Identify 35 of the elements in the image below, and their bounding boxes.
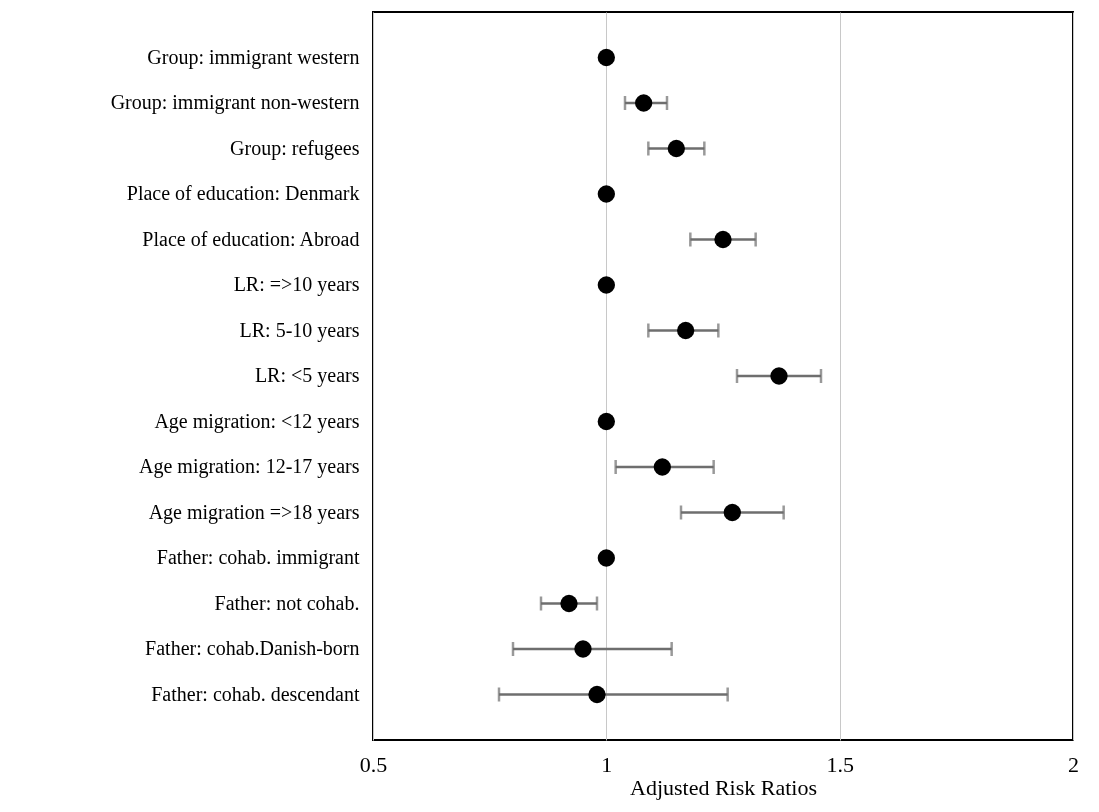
y-tick-label: Group: refugees [230, 136, 360, 160]
point [635, 94, 653, 112]
y-tick-label: Age migration: 12-17 years [139, 455, 360, 478]
point [597, 185, 615, 203]
y-tick-label: LR: <5 years [254, 364, 360, 387]
x-tick-label: 1.5 [826, 751, 854, 777]
y-tick-label: Age migration: <12 years [154, 409, 360, 433]
y-tick-label: Father: not cohab. [214, 591, 360, 614]
y-tick-label: Group: immigrant non-western [110, 91, 360, 114]
y-tick-label: Place of education: Denmark [126, 182, 360, 204]
y-tick-label: LR: 5-10 years [239, 318, 360, 342]
y-tick-label: Father: cohab. descendant [151, 682, 360, 705]
point [597, 276, 615, 294]
x-tick-label: 0.5 [359, 751, 388, 777]
y-tick-label: Father: cohab.Danish-born [145, 637, 360, 659]
y-tick-label: LR: =>10 years [233, 273, 360, 296]
point [597, 48, 615, 67]
y-tick-label: Group: immigrant western [147, 45, 360, 69]
point [560, 594, 578, 613]
point [723, 503, 741, 522]
x-tick-label: 1 [601, 751, 613, 777]
x-tick-label: 2 [1068, 751, 1079, 777]
point [677, 321, 695, 340]
point [770, 367, 788, 385]
y-tick-label: Father: cohab. immigrant [156, 546, 360, 569]
point [597, 549, 615, 567]
y-tick-label: Place of education: Abroad [142, 227, 360, 250]
point [597, 412, 615, 431]
point [588, 685, 606, 704]
point [667, 139, 685, 158]
point [653, 458, 671, 476]
y-tick-label: Age migration =>18 years [148, 500, 360, 524]
x-axis-title: Adjusted Risk Ratios [629, 774, 818, 800]
point [714, 230, 732, 249]
point [574, 640, 592, 658]
